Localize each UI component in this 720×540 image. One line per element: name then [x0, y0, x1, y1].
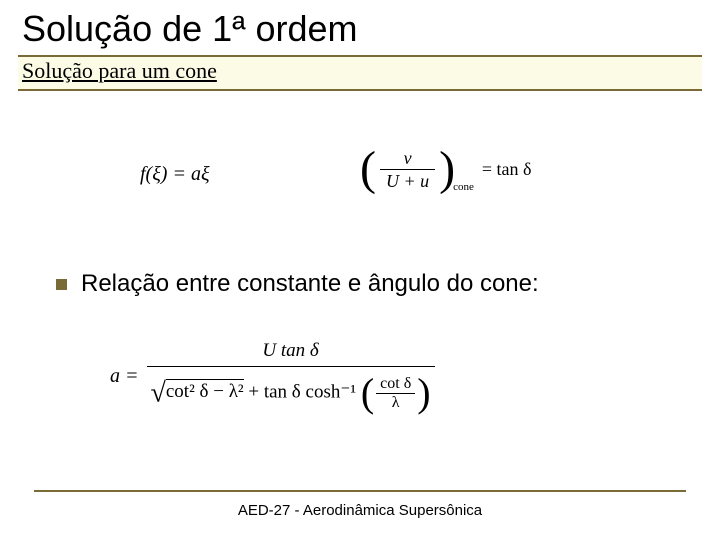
sqrt-radicand: cot² δ − λ²	[166, 379, 244, 403]
rule-bottom	[34, 490, 686, 492]
big-fraction: U tan δ √cot² δ − λ² + tan δ cosh⁻¹ ( co…	[147, 340, 435, 413]
left-paren-icon: (	[360, 145, 376, 193]
inner-denominator: λ	[376, 394, 415, 412]
bullet-square-icon	[56, 279, 67, 290]
subtitle: Solução para um cone	[22, 58, 217, 84]
equation-lhs: a =	[110, 365, 139, 388]
left-paren-small-icon: (	[361, 370, 374, 415]
bullet-text: Relação entre constante e ângulo do cone…	[81, 270, 539, 298]
subscript-cone: cone	[453, 181, 474, 193]
fraction-denominator: U + u	[380, 170, 435, 191]
big-fraction-numerator: U tan δ	[147, 340, 435, 367]
right-paren-small-icon: )	[417, 370, 430, 415]
sqrt-icon: √	[151, 377, 166, 408]
equation-cone-ratio: ( v U + u ) cone = tan δ	[360, 145, 532, 193]
equation-row-1: f(ξ) = aξ ( v U + u ) cone = tan δ	[0, 145, 720, 215]
footer-text: AED-27 - Aerodinâmica Supersônica	[0, 502, 720, 519]
slide: Solução de 1ª ordem Solução para um cone…	[0, 0, 720, 540]
den-plus-term: + tan δ cosh⁻¹	[244, 381, 356, 402]
equation-f-xi: f(ξ) = aξ	[140, 163, 210, 186]
page-title: Solução de 1ª ordem	[22, 8, 358, 50]
fraction: v U + u	[380, 148, 435, 191]
rule-under-subtitle	[18, 89, 702, 91]
equation-rhs: = tan δ	[482, 159, 532, 180]
inner-fraction: cot δ λ	[376, 375, 415, 412]
bullet-item: Relação entre constante e ângulo do cone…	[56, 270, 676, 298]
numerator-text: U tan δ	[262, 340, 318, 361]
big-fraction-denominator: √cot² δ − λ² + tan δ cosh⁻¹ ( cot δ λ )	[147, 367, 435, 413]
inner-numerator: cot δ	[376, 375, 415, 394]
fraction-numerator: v	[380, 148, 435, 170]
equation-a: a = U tan δ √cot² δ − λ² + tan δ cosh⁻¹ …	[110, 340, 435, 413]
